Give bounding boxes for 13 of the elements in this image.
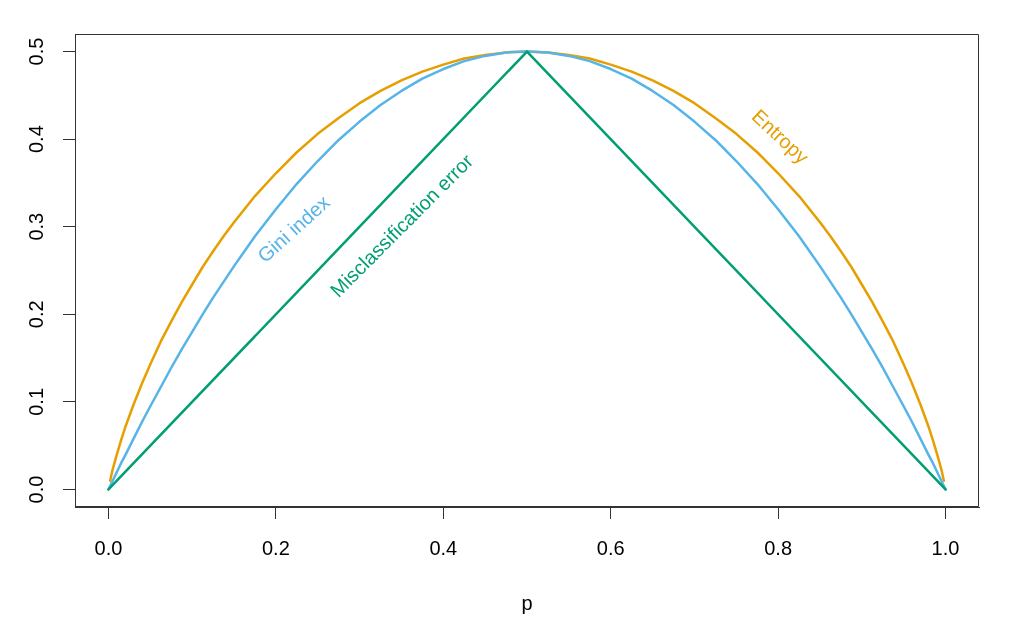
x-tick-label: 0.4 [429, 536, 458, 559]
x-axis-title: p [521, 591, 533, 614]
y-tick-label: 0.2 [24, 300, 47, 329]
y-tick-label: 0.0 [24, 475, 47, 504]
x-tick-label: 0.0 [94, 536, 123, 559]
x-tick-label: 0.8 [764, 536, 793, 559]
y-tick-label: 0.3 [24, 212, 47, 241]
y-tick-label: 0.1 [24, 387, 47, 416]
y-tick-label: 0.4 [24, 125, 47, 154]
x-tick-label: 0.2 [261, 536, 290, 559]
y-tick-label: 0.5 [24, 37, 47, 66]
x-tick-label: 0.6 [596, 536, 625, 559]
x-tick-label: 1.0 [931, 536, 960, 559]
